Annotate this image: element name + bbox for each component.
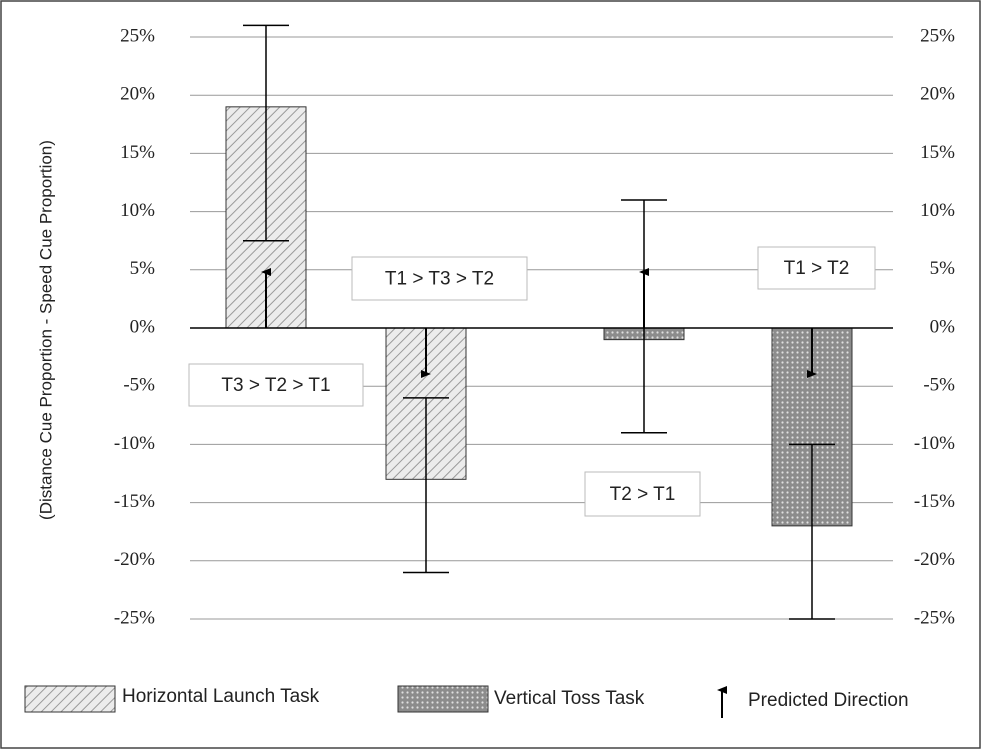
y2-tick-label: 5% [930, 258, 956, 279]
y-tick-label: 20% [120, 84, 155, 105]
y2-tick-label: 25% [920, 25, 955, 46]
annotation-box [351, 256, 528, 301]
y-tick-label: 15% [120, 142, 155, 163]
legend-swatch [24, 685, 116, 713]
legend-label: Horizontal Launch Task [122, 686, 320, 707]
annotation-box [188, 363, 364, 407]
y2-tick-label: -15% [914, 491, 955, 512]
legend-swatch [397, 685, 489, 713]
y-tick-label: -10% [114, 433, 155, 454]
y2-tick-label: 0% [930, 316, 956, 337]
annotation: T3 > T2 > T1 [221, 375, 330, 396]
y2-tick-label: -20% [914, 549, 955, 570]
y-tick-label: 10% [120, 200, 155, 221]
y-tick-label: 25% [120, 25, 155, 46]
y2-tick-label: 20% [920, 84, 955, 105]
y-tick-label: 0% [130, 316, 156, 337]
y-axis-label: (Distance Cue Proportion - Speed Cue Pro… [36, 140, 55, 520]
annotation: T1 > T2 [784, 258, 850, 279]
y2-tick-label: -5% [923, 375, 955, 396]
annotation-box [584, 471, 701, 517]
legend-label: Vertical Toss Task [494, 688, 645, 709]
y-tick-label: -5% [123, 375, 155, 396]
y2-tick-label: 15% [920, 142, 955, 163]
y-tick-label: -25% [114, 607, 155, 628]
annotation-box [757, 246, 876, 290]
annotation: T1 > T3 > T2 [385, 269, 494, 290]
y2-tick-label: 10% [920, 200, 955, 221]
y-tick-label: 5% [130, 258, 156, 279]
legend-label: Predicted Direction [748, 690, 909, 711]
annotation: T2 > T1 [610, 484, 676, 505]
y2-tick-label: -25% [914, 607, 955, 628]
y-tick-label: -15% [114, 491, 155, 512]
y-tick-label: -20% [114, 549, 155, 570]
y2-tick-label: -10% [914, 433, 955, 454]
